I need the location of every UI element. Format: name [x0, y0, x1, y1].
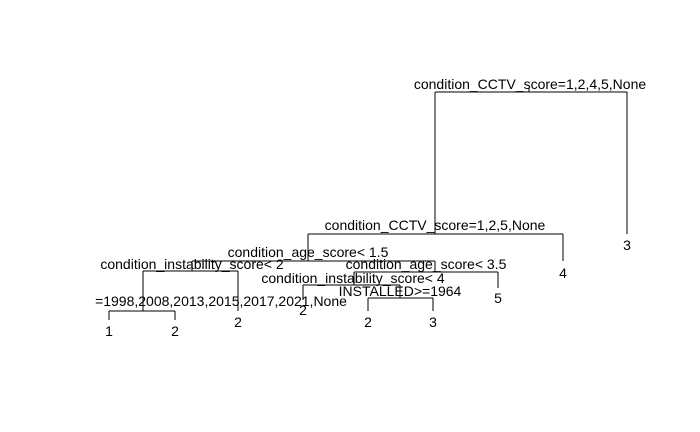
leaf-label: 2 — [299, 302, 307, 318]
leaf-label: 1 — [105, 323, 113, 339]
split-label-root: condition_CCTV_score=1,2,4,5,None — [414, 76, 647, 92]
leaf-labels: 3 4 2 1 2 5 2 2 3 — [105, 237, 631, 339]
leaf-label: 3 — [623, 237, 631, 253]
split-label-s6: condition_instability_score< 4 — [261, 270, 444, 286]
split-label-s5: condition_age_score< 3.5 — [346, 256, 507, 272]
leaf-label: 2 — [364, 314, 372, 330]
leaf-label: 4 — [559, 265, 567, 281]
tree-branches — [108, 88, 628, 320]
leaf-label: 2 — [171, 323, 179, 339]
split-label-s2: condition_age_score< 1.5 — [228, 244, 389, 260]
split-labels: condition_CCTV_score=1,2,4,5,None condit… — [95, 76, 646, 309]
split-label-s4: =1998,2008,2013,2015,2017,2021,None — [95, 293, 347, 309]
split-label-s3: condition_instability_score< 2 — [100, 256, 283, 272]
split-label-s7: INSTALLED>=1964 — [339, 283, 462, 299]
split-label-s1: condition_CCTV_score=1,2,5,None — [325, 217, 546, 233]
leaf-label: 5 — [494, 290, 502, 306]
leaf-label: 2 — [234, 314, 242, 330]
leaf-label: 3 — [429, 314, 437, 330]
